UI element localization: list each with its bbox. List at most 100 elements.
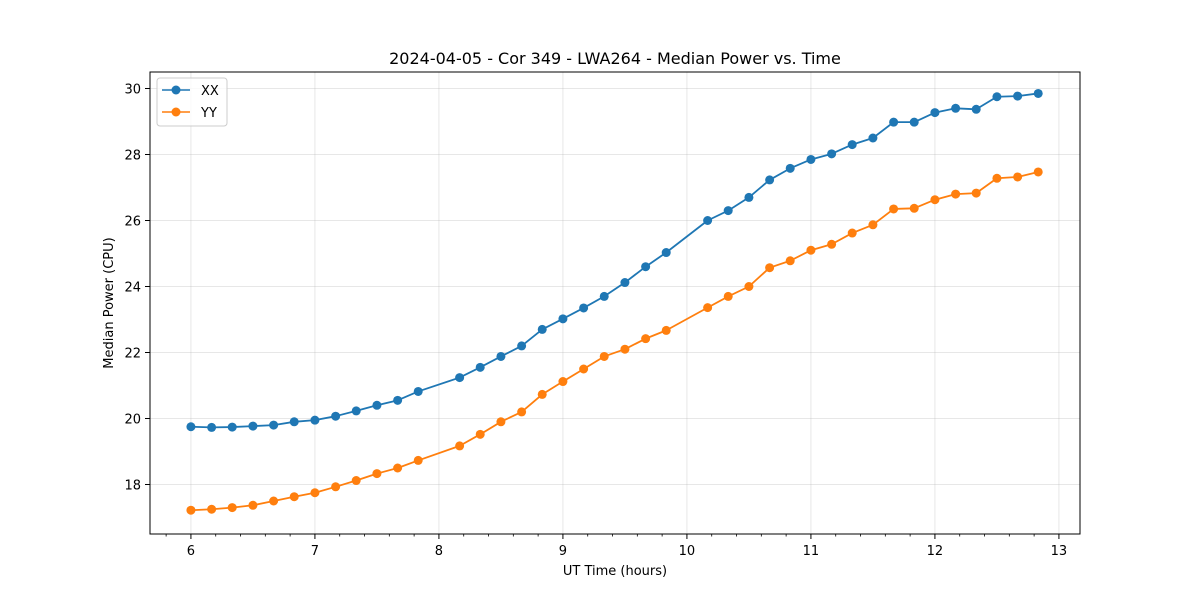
data-point-yy <box>579 364 589 374</box>
data-point-yy <box>847 228 857 238</box>
x-tick-label: 10 <box>679 544 696 559</box>
data-point-xx <box>620 278 630 288</box>
data-point-yy <box>827 239 837 249</box>
data-point-yy <box>641 334 651 344</box>
y-tick-label: 30 <box>124 83 141 98</box>
x-axis-label: UT Time (hours) <box>563 564 667 579</box>
data-point-xx <box>372 400 382 410</box>
data-point-yy <box>517 407 527 417</box>
plot-frame <box>149 71 1081 535</box>
data-point-xx <box>847 140 857 150</box>
data-point-yy <box>599 351 609 361</box>
data-point-yy <box>930 195 940 205</box>
data-point-xx <box>765 175 775 185</box>
data-point-xx <box>269 420 279 430</box>
data-point-xx <box>703 216 713 225</box>
data-point-xx <box>1013 91 1023 101</box>
data-point-xx <box>930 108 940 118</box>
y-tick-label: 18 <box>124 479 141 494</box>
y-tick-label: 28 <box>124 149 141 164</box>
data-point-xx <box>558 314 568 324</box>
y-tick-label: 24 <box>124 281 141 296</box>
data-point-yy <box>475 429 485 439</box>
series-line-xx <box>190 92 1039 429</box>
legend-label-yy: YY <box>200 106 217 121</box>
data-point-xx <box>248 421 258 431</box>
data-point-yy <box>248 500 258 510</box>
data-point-yy <box>331 482 341 492</box>
x-tick-label: 6 <box>187 544 195 559</box>
y-tick-label: 26 <box>124 215 141 230</box>
data-point-yy <box>269 496 279 506</box>
data-point-xx <box>599 291 609 301</box>
x-tick-label: 8 <box>435 544 443 559</box>
legend-marker-yy <box>171 107 181 117</box>
data-point-yy <box>1033 167 1043 177</box>
data-point-xx <box>517 341 527 351</box>
data-point-xx <box>207 422 217 432</box>
data-point-xx <box>806 154 816 164</box>
data-point-xx <box>393 395 403 405</box>
y-tick-label: 20 <box>124 413 141 428</box>
data-point-yy <box>765 263 775 273</box>
chart-title: 2024-04-05 - Cor 349 - LWA264 - Median P… <box>389 49 841 68</box>
data-point-xx <box>992 92 1002 102</box>
data-point-yy <box>227 503 237 513</box>
legend: XX YY <box>156 77 228 127</box>
data-point-xx <box>889 117 899 127</box>
data-point-xx <box>186 422 196 432</box>
data-point-xx <box>455 373 465 383</box>
data-point-xx <box>909 117 919 127</box>
x-tick-label: 7 <box>311 544 319 559</box>
data-point-xx <box>1033 88 1043 98</box>
x-tick-label: 11 <box>803 544 820 559</box>
data-point-yy <box>558 377 568 387</box>
data-point-xx <box>951 103 961 113</box>
series-layer <box>186 88 1043 515</box>
data-point-xx <box>744 192 754 202</box>
x-tick-label: 13 <box>1051 544 1068 559</box>
data-point-yy <box>413 455 423 465</box>
data-point-yy <box>785 256 795 266</box>
data-point-xx <box>331 411 341 421</box>
data-point-yy <box>351 476 361 486</box>
data-point-yy <box>207 504 217 514</box>
data-point-yy <box>723 291 733 301</box>
axis-ticks: 6 7 8 9 10 11 12 13 18 20 22 24 26 28 30 <box>124 83 1067 560</box>
data-point-yy <box>703 303 713 313</box>
data-point-xx <box>496 351 506 361</box>
data-point-xx <box>351 406 361 416</box>
series-line-yy <box>190 171 1039 512</box>
data-point-xx <box>579 303 589 313</box>
y-axis-label: Median Power (CPU) <box>102 237 117 368</box>
data-point-yy <box>806 245 816 255</box>
data-point-yy <box>289 492 299 502</box>
data-point-yy <box>661 325 671 335</box>
data-point-xx <box>827 149 837 159</box>
data-point-yy <box>971 188 981 198</box>
data-point-yy <box>496 417 506 427</box>
data-point-yy <box>909 203 919 213</box>
data-point-yy <box>310 488 320 498</box>
data-point-yy <box>951 189 961 199</box>
data-point-xx <box>868 133 878 143</box>
data-point-xx <box>785 163 795 173</box>
data-point-yy <box>537 389 547 399</box>
y-tick-label: 22 <box>124 347 141 362</box>
data-point-yy <box>186 505 196 515</box>
data-point-xx <box>537 324 547 334</box>
legend-label-xx: XX <box>201 84 219 99</box>
data-point-xx <box>227 422 237 432</box>
data-point-yy <box>868 220 878 230</box>
data-point-yy <box>455 441 465 451</box>
data-point-yy <box>889 204 899 214</box>
data-point-yy <box>992 173 1002 183</box>
data-point-yy <box>372 469 382 479</box>
data-point-yy <box>1013 172 1023 182</box>
data-point-yy <box>620 344 630 354</box>
data-point-yy <box>744 282 754 291</box>
data-point-xx <box>661 248 671 258</box>
data-point-xx <box>475 362 485 372</box>
data-point-yy <box>393 463 403 473</box>
